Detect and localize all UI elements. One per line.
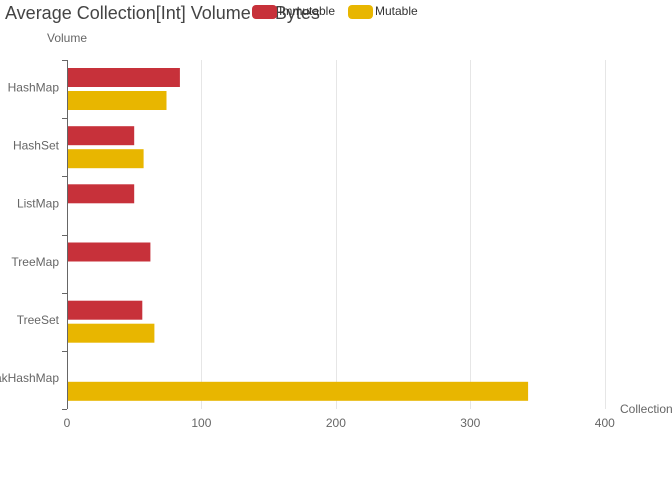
legend-swatch-immutable	[252, 5, 277, 19]
x-tick-label: 300	[460, 416, 480, 430]
bar-treeset-mutable	[67, 323, 155, 343]
y-tick-label: TreeMap	[11, 255, 59, 269]
bar-weakhashmap-mutable	[67, 381, 529, 401]
chart-title: Average Collection[Int] Volume in Bytes	[5, 3, 320, 23]
x-axis-title: Collection	[620, 402, 672, 416]
y-tick-label: TreeSet	[17, 313, 60, 327]
y-tick-label: WeakHashMap	[0, 371, 59, 385]
bar-treemap-immutable	[67, 242, 151, 262]
x-tick-label: 400	[595, 416, 615, 430]
y-axis-title: Volume	[47, 31, 88, 45]
bar-hashset-mutable	[67, 149, 144, 169]
bar-listmap-immutable	[67, 184, 135, 204]
bar-treeset-immutable	[67, 300, 143, 320]
y-tick-label: HashMap	[8, 80, 60, 94]
bar-hashmap-mutable	[67, 91, 167, 110]
bar-hashset-immutable	[67, 126, 135, 146]
legend-swatch-mutable	[348, 5, 373, 19]
x-tick-label: 100	[191, 416, 211, 430]
bar-hashmap-immutable	[67, 68, 180, 87]
x-tick-label: 0	[64, 416, 71, 430]
legend-label-mutable: Mutable	[375, 4, 418, 18]
y-tick-label: ListMap	[17, 197, 59, 211]
x-tick-label: 200	[326, 416, 346, 430]
legend-label-immutable: Immutable	[279, 4, 336, 18]
y-tick-label: HashSet	[13, 138, 60, 152]
